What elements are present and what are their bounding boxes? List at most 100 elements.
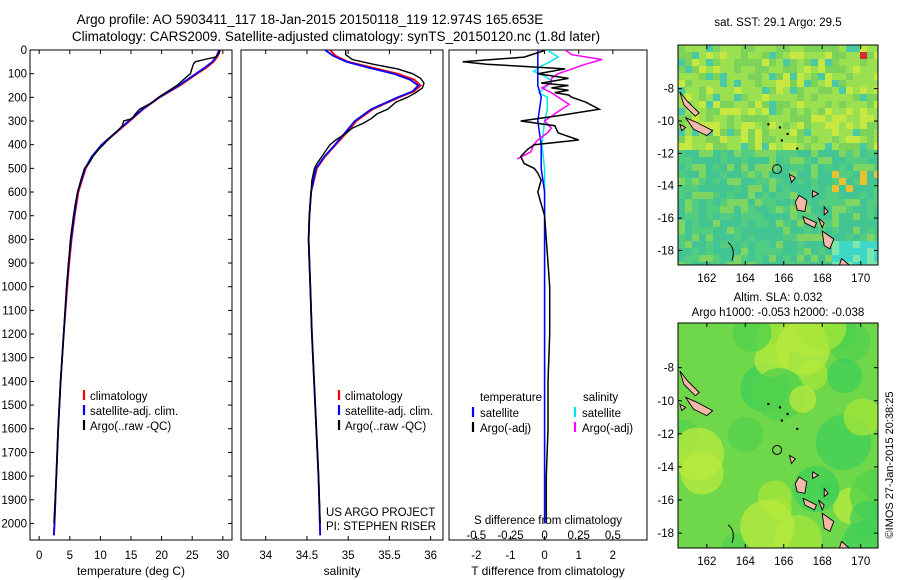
sst-cell [706,248,713,255]
legend-label: Argo(..raw -QC) [345,421,426,433]
sst-cell [804,129,811,136]
sst-cell [727,45,734,52]
sst-cell [692,101,699,108]
sst-cell [839,101,846,108]
sst-cell [692,206,699,213]
sst-cell [706,73,713,80]
sla-map-panel: Altim. SLA: 0.032 Argo h1000: -0.053 h20… [657,292,879,568]
s-tick-label: 0.25 [568,530,590,542]
sst-cell [678,164,685,171]
sst-cell [706,101,713,108]
sst-cell [839,171,846,178]
sst-cell [741,220,748,227]
sst-cell [720,66,727,73]
sst-cell [706,80,713,87]
sst-cell [867,199,874,206]
legend-label: satellite [582,408,621,420]
sst-cell [748,164,755,171]
sst-cell [874,255,878,262]
sst-cell [678,45,685,52]
sst-cell [804,108,811,115]
sst-cell [790,115,797,122]
sst-cell [713,115,720,122]
islet [767,123,770,126]
sst-cell [713,213,720,220]
sst-cell [720,94,727,101]
sst-cell [748,255,755,262]
sst-cell [706,206,713,213]
depth-tick-label: 1100 [2,305,27,317]
sst-cell [790,227,797,234]
sst-cell [818,129,825,136]
sst-cell [748,143,755,150]
sst-cell [685,52,692,59]
sst-cell [846,178,853,185]
sst-cell [720,45,727,52]
sst-cell [853,262,860,265]
sst-cell [741,241,748,248]
sst-cell [846,73,853,80]
sst-cell [776,192,783,199]
sst-cell [839,199,846,206]
sst-cell [741,248,748,255]
sst-cell [685,66,692,73]
sst-cell [699,108,706,115]
sst-cell [790,220,797,227]
sst-cell [832,94,839,101]
sst-cell [685,185,692,192]
sst-cell [741,129,748,136]
sst-cell [846,101,853,108]
sst-cell [853,241,860,248]
sst-cell [776,80,783,87]
sst-cell [713,59,720,66]
lat-tick-label: -14 [657,181,674,193]
sst-cell [755,129,762,136]
sst-cell [839,122,846,129]
sst-cell [755,234,762,241]
sst-cell [734,234,741,241]
legend-label: climatology [90,391,148,403]
sst-cell [755,171,762,178]
sst-cell [741,164,748,171]
sst-cell [818,255,825,262]
sst-cell [685,262,692,265]
sst-cell [727,150,734,157]
lat-tick-label: -10 [657,396,674,408]
sst-cell [755,248,762,255]
sst-map-title: sat. SST: 29.1 Argo: 29.5 [714,17,841,29]
sst-cell [706,87,713,94]
islet [796,427,799,431]
sst-cell [692,73,699,80]
sst-cell [874,59,878,66]
sst-cell [713,73,720,80]
sst-cell [846,248,853,255]
sst-cell [699,45,706,52]
sst-cell [720,199,727,206]
sst-cell [846,136,853,143]
sst-cell [811,136,818,143]
sst-cell [874,80,878,87]
sst-cell [678,52,685,59]
sst-cell [846,94,853,101]
sst-cell [706,143,713,150]
sst-cell [860,192,867,199]
sst-cell [867,66,874,73]
sst-cell [734,150,741,157]
sst-cell [685,136,692,143]
sst-cell [776,185,783,192]
sst-cell [818,73,825,80]
series-argo-raw-qc- [307,50,425,524]
lat-tick-label: -18 [657,528,674,540]
sst-cell [797,108,804,115]
sst-cell [811,143,818,150]
island [817,216,825,230]
island [794,194,808,213]
sst-cell [853,220,860,227]
sst-cell [783,59,790,66]
sst-cell [867,164,874,171]
lat-tick-label: -16 [657,213,674,225]
sst-cell [839,227,846,234]
sst-cell [860,73,867,80]
sst-cell [727,213,734,220]
sst-cell [867,115,874,122]
